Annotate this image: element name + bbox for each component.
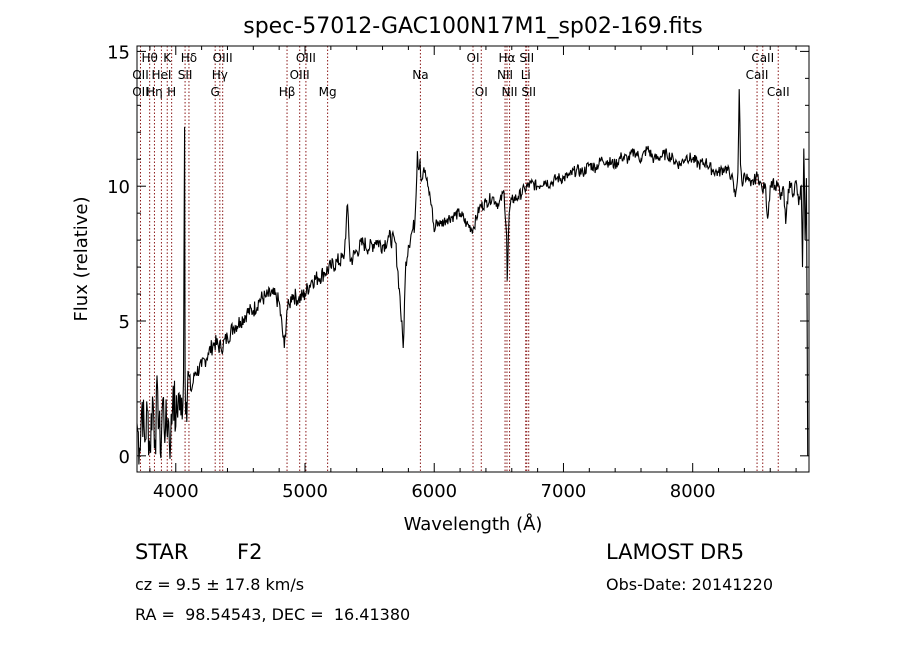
y-tick-label-10: 10 bbox=[107, 177, 130, 198]
line-marker-label-14: OIII bbox=[296, 51, 316, 65]
line-marker-label-17: OI bbox=[467, 51, 480, 65]
y-tick-label-0: 0 bbox=[119, 447, 130, 468]
plot-frame bbox=[136, 45, 810, 473]
x-tick-label-6000: 6000 bbox=[411, 481, 457, 502]
y-axis-ticks: 0 5 10 15 bbox=[107, 42, 809, 468]
line-marker-label-19: Hα bbox=[499, 51, 516, 65]
y-tick-label-5: 5 bbox=[119, 312, 130, 333]
line-marker-label-4: HeI bbox=[151, 68, 171, 82]
x-tick-label-5000: 5000 bbox=[282, 481, 328, 502]
line-marker-label-16: Na bbox=[412, 68, 428, 82]
line-marker-label-12: Hβ bbox=[279, 85, 296, 99]
chart-title: spec-57012-GAC100N17M1_sp02-169.fits bbox=[243, 14, 703, 39]
object-class: STAR bbox=[135, 540, 189, 564]
line-marker-label-2: OII bbox=[132, 85, 149, 99]
redshift-text: cz = 9.5 ± 17.8 km/s bbox=[135, 575, 305, 594]
line-marker-label-27: CaII bbox=[767, 85, 790, 99]
line-marker-label-9: OIII bbox=[213, 51, 233, 65]
line-marker-label-15: Mg bbox=[319, 85, 337, 99]
line-marker-label-8: Hδ bbox=[181, 51, 197, 65]
line-marker-label-20: NII bbox=[497, 68, 513, 82]
y-tick-label-15: 15 bbox=[107, 42, 130, 63]
y-axis-label: Flux (relative) bbox=[71, 196, 92, 321]
line-marker-label-10: Hγ bbox=[212, 68, 228, 82]
x-tick-label-8000: 8000 bbox=[670, 481, 716, 502]
line-marker-label-21: NII bbox=[502, 85, 518, 99]
line-marker-label-25: CaII bbox=[751, 51, 774, 65]
line-marker-label-6: H bbox=[167, 85, 176, 99]
line-marker-label-0: Hθ bbox=[141, 51, 157, 65]
line-marker-label-23: Li bbox=[521, 68, 531, 82]
line-marker-label-3: Hη bbox=[146, 85, 163, 99]
x-axis-label: Wavelength (Å) bbox=[404, 513, 543, 535]
x-axis-ticks: 4000 5000 6000 7000 8000 bbox=[149, 46, 797, 502]
x-tick-label-7000: 7000 bbox=[541, 481, 587, 502]
line-marker-label-1: OII bbox=[132, 68, 149, 82]
line-marker-label-5: K bbox=[163, 51, 172, 65]
x-tick-label-4000: 4000 bbox=[153, 481, 199, 502]
object-subclass: F2 bbox=[237, 540, 263, 564]
spectrum-line bbox=[136, 89, 809, 465]
survey-name: LAMOST DR5 bbox=[606, 540, 745, 564]
line-marker-label-24: SII bbox=[521, 85, 536, 99]
line-marker-label-18: OI bbox=[475, 85, 488, 99]
line-markers bbox=[139, 46, 779, 472]
coordinates: RA = 98.54543, DEC = 16.41380 bbox=[135, 605, 411, 624]
line-marker-label-22: SII bbox=[519, 51, 534, 65]
line-marker-label-26: CaII bbox=[746, 68, 769, 82]
obs-date: Obs-Date: 20141220 bbox=[606, 575, 774, 594]
line-marker-label-7: SII bbox=[178, 68, 193, 82]
line-marker-label-11: G bbox=[211, 85, 220, 99]
line-marker-label-13: OIII bbox=[290, 68, 310, 82]
